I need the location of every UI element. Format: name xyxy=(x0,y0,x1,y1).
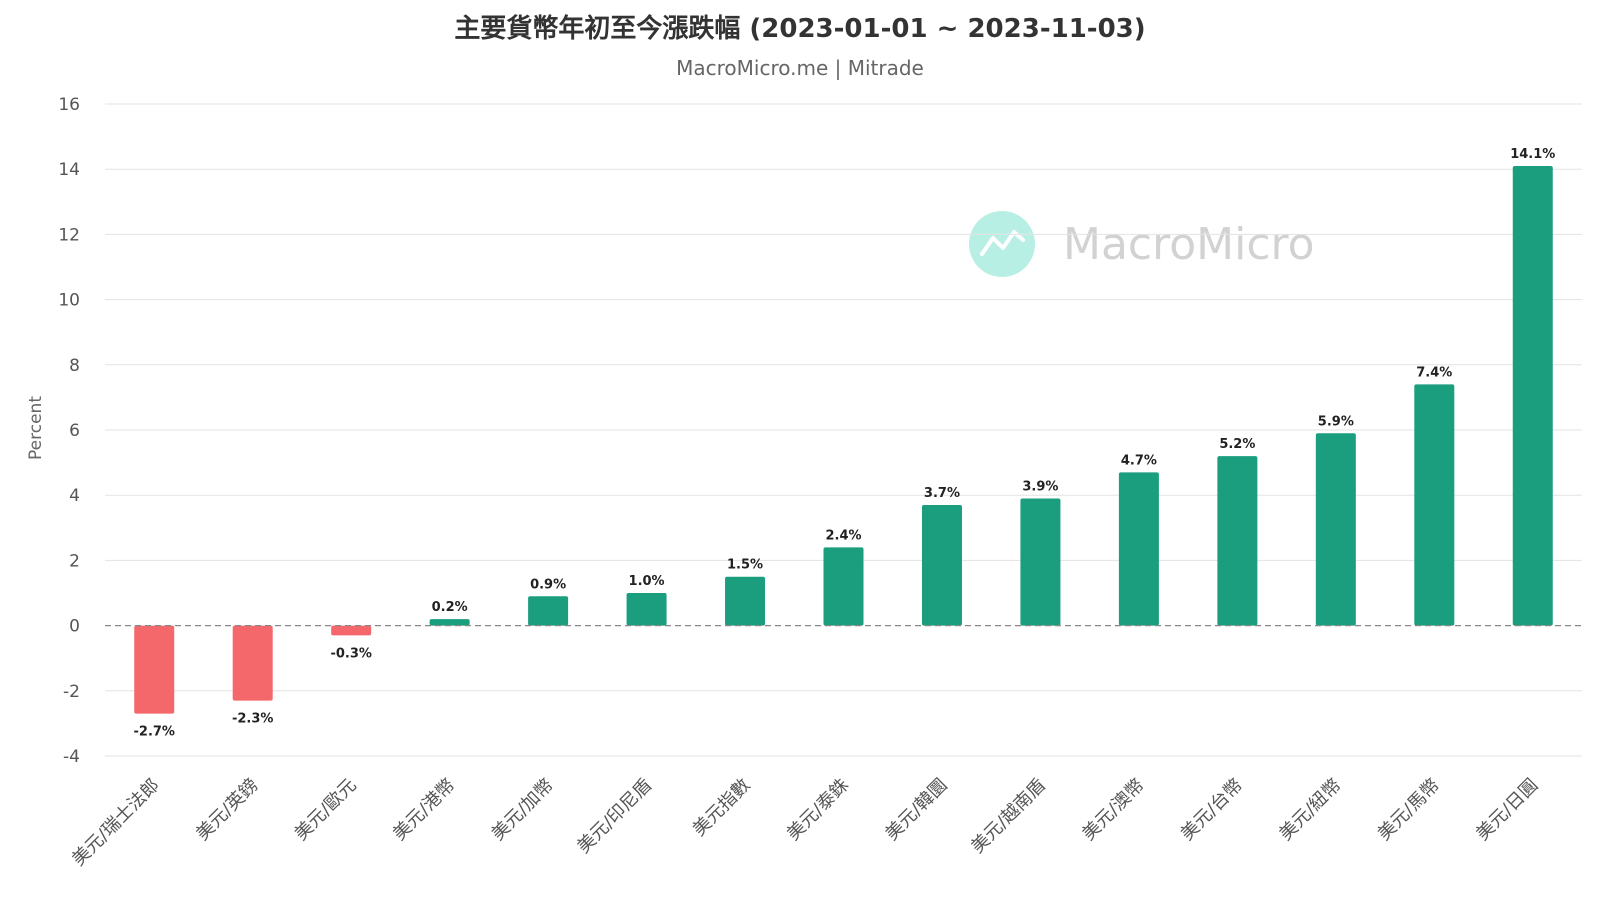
x-category-label: 美元/泰銖 xyxy=(783,775,853,845)
x-category-label: 美元/瑞士法郎 xyxy=(68,775,164,871)
data-label: 14.1% xyxy=(1510,147,1555,162)
chart-title: 主要貨幣年初至今漲跌幅 (2023-01-01 ~ 2023-11-03) xyxy=(454,14,1146,44)
data-label: 5.9% xyxy=(1318,414,1354,429)
y-tick-label: 2 xyxy=(69,551,80,571)
bar xyxy=(1118,472,1159,626)
x-category-label: 美元/歐元 xyxy=(291,775,361,845)
data-labels: -2.7% -2.3% -0.3% 0.2% 0.9% 1.0% 1.5% 2.4% 3.7% 3… xyxy=(134,147,1556,740)
data-label: 7.4% xyxy=(1416,365,1452,380)
bar xyxy=(725,576,766,626)
x-axis-categories: 美元/瑞士法郎 美元/英鎊 美元/歐元 美元/港幣 美元/加幣 美元/印尼盾 美元指數 美元/… xyxy=(68,775,1542,871)
x-category-label: 美元/英鎊 xyxy=(192,775,262,845)
bar xyxy=(331,625,372,636)
data-label: -2.3% xyxy=(232,712,273,727)
watermark-text: MacroMicro xyxy=(1063,219,1315,270)
bar xyxy=(1315,433,1356,626)
bar xyxy=(823,547,864,626)
y-tick-label: 8 xyxy=(69,356,80,376)
y-tick-label: 0 xyxy=(69,617,80,637)
data-label: -0.3% xyxy=(330,646,371,661)
y-tick-label: 4 xyxy=(69,486,80,506)
x-category-label: 美元/港幣 xyxy=(389,775,459,845)
bars xyxy=(134,165,1553,714)
watermark: MacroMicro xyxy=(969,211,1315,277)
data-label: 4.7% xyxy=(1121,453,1157,468)
data-label: 1.0% xyxy=(629,574,665,589)
x-category-label: 美元/日圓 xyxy=(1472,775,1542,845)
y-tick-label: 14 xyxy=(58,160,80,180)
y-tick-label: -4 xyxy=(63,747,80,767)
bar xyxy=(1217,456,1258,626)
x-category-label: 美元/馬幣 xyxy=(1374,775,1444,845)
x-category-label: 美元/韓圜 xyxy=(881,775,951,845)
y-tick-label: 10 xyxy=(58,291,80,311)
bar xyxy=(1414,384,1455,626)
y-tick-label: -2 xyxy=(63,682,80,702)
y-axis-label: Percent xyxy=(26,396,46,460)
bar xyxy=(1020,498,1061,626)
data-label: 0.9% xyxy=(530,577,566,592)
data-label: 5.2% xyxy=(1219,437,1255,452)
data-label: 1.5% xyxy=(727,558,763,573)
bar xyxy=(921,504,962,626)
y-tick-label: 12 xyxy=(58,225,80,245)
x-category-label: 美元指數 xyxy=(689,775,755,841)
y-axis-ticks: 16 14 12 10 8 6 4 2 0 -2 -4 xyxy=(58,95,80,767)
grid-lines xyxy=(105,103,1582,757)
watermark-logo-icon xyxy=(969,211,1035,277)
bar xyxy=(528,596,569,626)
x-category-label: 美元/澳幣 xyxy=(1078,775,1148,845)
data-label: 0.2% xyxy=(432,600,468,615)
chart-subtitle: MacroMicro.me | Mitrade xyxy=(676,56,924,80)
y-tick-label: 6 xyxy=(69,421,80,441)
data-label: 2.4% xyxy=(825,528,861,543)
bar xyxy=(232,625,273,701)
x-category-label: 美元/台幣 xyxy=(1177,775,1247,845)
x-category-label: 美元/加幣 xyxy=(488,775,558,845)
x-category-label: 美元/紐幣 xyxy=(1275,775,1345,845)
bar xyxy=(134,625,175,714)
bar xyxy=(626,593,667,626)
bar xyxy=(429,619,470,626)
x-category-label: 美元/越南盾 xyxy=(967,775,1050,858)
data-label: -2.7% xyxy=(134,725,175,740)
x-category-label: 美元/印尼盾 xyxy=(573,775,656,858)
y-tick-label: 16 xyxy=(58,95,80,115)
data-label: 3.7% xyxy=(924,486,960,501)
bar xyxy=(1512,165,1553,626)
data-label: 3.9% xyxy=(1022,479,1058,494)
